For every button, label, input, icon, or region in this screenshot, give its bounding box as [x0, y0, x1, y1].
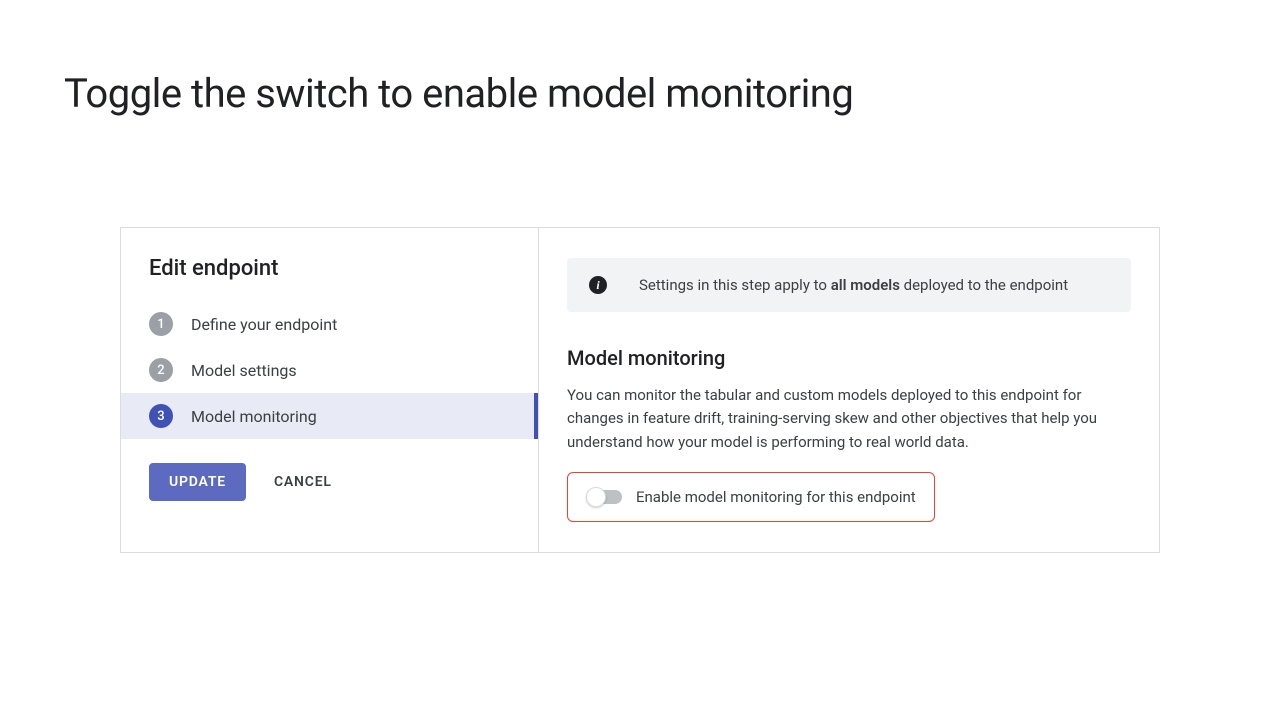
info-text: Settings in this step apply to all model…	[639, 276, 1068, 294]
edit-endpoint-panel: Edit endpoint 1 Define your endpoint 2 M…	[120, 227, 1160, 553]
step-list: 1 Define your endpoint 2 Model settings …	[121, 301, 538, 439]
step-model-monitoring[interactable]: 3 Model monitoring	[121, 393, 538, 439]
step-label: Model settings	[191, 361, 297, 380]
info-prefix: Settings in this step apply to	[639, 276, 831, 294]
cancel-button[interactable]: CANCEL	[274, 474, 332, 490]
left-panel: Edit endpoint 1 Define your endpoint 2 M…	[121, 228, 539, 552]
info-icon: i	[589, 276, 607, 294]
step-model-settings[interactable]: 2 Model settings	[121, 347, 538, 393]
section-title: Model monitoring	[567, 346, 1131, 370]
step-number-icon: 1	[149, 312, 173, 336]
section-description: You can monitor the tabular and custom m…	[567, 384, 1107, 454]
step-label: Model monitoring	[191, 407, 317, 426]
button-row: UPDATE CANCEL	[121, 439, 538, 501]
toggle-label: Enable model monitoring for this endpoin…	[636, 488, 916, 506]
switch-thumb	[586, 487, 606, 507]
step-number-icon: 2	[149, 358, 173, 382]
step-label: Define your endpoint	[191, 315, 337, 334]
right-panel: i Settings in this step apply to all mod…	[539, 228, 1159, 552]
enable-monitoring-switch[interactable]	[586, 487, 622, 507]
info-banner: i Settings in this step apply to all mod…	[567, 258, 1131, 312]
step-number-icon: 3	[149, 404, 173, 428]
update-button[interactable]: UPDATE	[149, 463, 246, 501]
info-suffix: deployed to the endpoint	[900, 276, 1068, 294]
info-bold: all models	[831, 276, 900, 294]
left-panel-title: Edit endpoint	[121, 252, 538, 301]
page-title: Toggle the switch to enable model monito…	[0, 0, 1280, 117]
enable-monitoring-toggle-box: Enable model monitoring for this endpoin…	[567, 472, 935, 522]
step-define-endpoint[interactable]: 1 Define your endpoint	[121, 301, 538, 347]
